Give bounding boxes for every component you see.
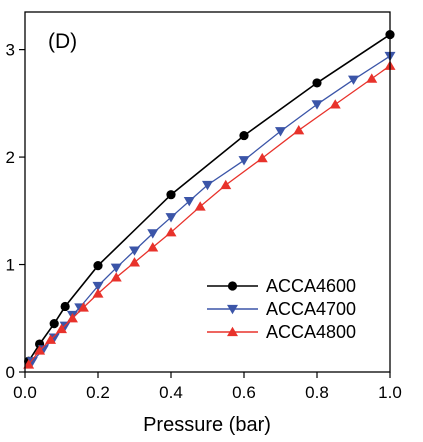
legend-marker: [227, 281, 238, 291]
series-ACCA4600: [24, 29, 395, 366]
data-point: [60, 301, 70, 312]
data-point: [34, 345, 46, 355]
data-point: [23, 359, 35, 369]
x-tick-label: 0.4: [159, 383, 183, 402]
data-point: [147, 242, 159, 252]
x-tick-label: 0.8: [305, 383, 329, 402]
y-tick-label: 0: [6, 363, 15, 382]
data-point: [166, 190, 176, 200]
data-point: [220, 179, 232, 190]
data-point: [293, 124, 305, 135]
data-point: [110, 263, 122, 273]
data-point: [256, 152, 268, 163]
legend-label: ACCA4700: [266, 299, 356, 319]
legend-marker: [227, 326, 238, 337]
legend-item: ACCA4600: [207, 276, 356, 296]
data-point: [311, 100, 323, 110]
data-point: [194, 201, 206, 211]
y-tick-label: 2: [6, 148, 15, 167]
y-tick-label: 3: [6, 41, 15, 60]
panel-label: (D): [48, 30, 77, 53]
data-point: [366, 73, 378, 83]
data-point: [77, 302, 89, 312]
series-layer: [23, 29, 396, 369]
x-tick-label: 0.0: [13, 383, 37, 402]
data-point: [329, 99, 341, 109]
data-point: [238, 156, 250, 166]
data-point: [147, 229, 159, 239]
data-point: [56, 323, 67, 334]
x-tick-label: 0.2: [86, 383, 110, 402]
data-point: [202, 180, 213, 191]
data-point: [165, 227, 177, 237]
data-point: [275, 127, 286, 137]
data-point: [49, 319, 59, 329]
data-point: [92, 288, 104, 298]
legend-label: ACCA4600: [266, 276, 356, 296]
legend-item: ACCA4700: [207, 299, 356, 319]
x-axis-title: Pressure (bar): [143, 414, 271, 436]
legend-marker: [227, 304, 238, 315]
x-tick-label: 1.0: [378, 383, 402, 402]
data-point: [45, 334, 57, 344]
data-point: [129, 246, 140, 256]
series-ACCA4700: [26, 51, 396, 367]
data-point: [239, 130, 249, 141]
ticks-layer: 0.0 0.2 0.4 0.6 0.8 1.0 0 1 2 3: [6, 41, 402, 402]
data-point: [26, 357, 38, 367]
data-point: [183, 197, 195, 207]
data-point: [66, 313, 78, 323]
data-point: [348, 75, 359, 85]
legend: ACCA4600 ACCA4700 ACCA4800: [207, 276, 356, 342]
y-tick-label: 1: [6, 256, 15, 275]
legend-label: ACCA4800: [266, 322, 356, 342]
data-point: [312, 78, 322, 88]
data-point: [165, 213, 177, 223]
x-tick-label: 0.6: [232, 383, 256, 402]
series-line: [28, 65, 391, 365]
data-point: [92, 281, 104, 292]
plot-frame: [24, 11, 391, 373]
data-point: [129, 257, 140, 267]
legend-item: ACCA4800: [207, 322, 356, 342]
data-point: [110, 272, 122, 282]
data-point: [93, 261, 103, 271]
data-point: [48, 333, 60, 343]
series-ACCA4800: [23, 60, 396, 369]
